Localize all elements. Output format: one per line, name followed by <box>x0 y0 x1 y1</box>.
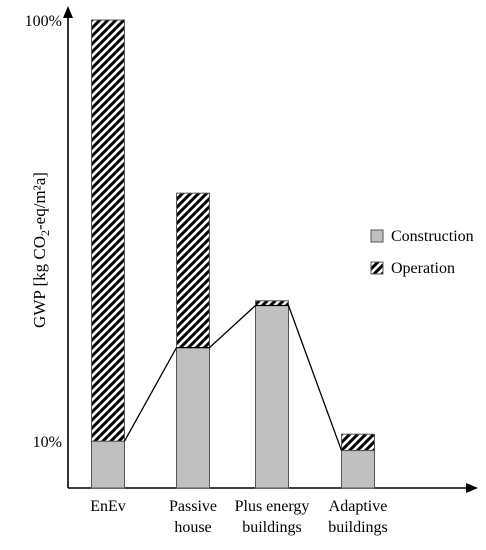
y-tick-label-1: 100% <box>25 13 62 30</box>
x-tick-label-line: EnEv <box>90 498 126 515</box>
bar-construction-1 <box>176 347 210 489</box>
x-tick-label-line: Adaptive <box>329 498 388 515</box>
x-tick-label-2: Plus energy buildings <box>235 498 310 536</box>
bar-operation-0 <box>91 19 125 442</box>
bar-operation-2 <box>255 300 289 306</box>
x-tick-label-0: EnEv <box>90 498 126 515</box>
legend: Construction Operation <box>370 228 474 277</box>
x-axis-arrowhead <box>466 483 478 493</box>
x-tick-label-line: Passive <box>169 498 217 515</box>
x-tick-label-3: Adaptive buildings <box>328 498 388 536</box>
bar-construction-0 <box>91 440 125 489</box>
bars <box>91 19 375 489</box>
legend-swatch-construction <box>370 229 384 243</box>
y-axis-label: GWP [kg CO2-eq/m²a] <box>30 172 52 328</box>
y-axis-label-prefix: GWP [kg CO <box>30 236 49 328</box>
y-tick-labels: 10% 100% <box>25 13 62 451</box>
x-tick-label-1: Passive house <box>169 498 217 536</box>
x-tick-label-line: Plus energy <box>235 498 310 515</box>
bar-construction-2 <box>255 304 289 489</box>
bar-operation-1 <box>176 192 210 349</box>
construction-trend-line <box>123 304 343 451</box>
bar-operation-3 <box>341 433 375 452</box>
bar-construction-3 <box>341 450 375 489</box>
legend-label-operation: Operation <box>391 260 455 277</box>
y-tick-label-0: 10% <box>33 434 62 451</box>
trend-polyline <box>123 304 343 451</box>
x-tick-label-line: buildings <box>242 519 302 536</box>
x-tick-label-line: buildings <box>328 519 388 536</box>
y-axis-label-suffix: -eq/m²a] <box>30 172 49 230</box>
legend-label-construction: Construction <box>391 228 474 245</box>
y-axis-label-subscript: 2 <box>38 230 52 236</box>
y-axis-arrowhead <box>63 6 73 18</box>
x-tick-label-line: house <box>174 519 211 536</box>
legend-swatch-operation <box>370 261 384 275</box>
